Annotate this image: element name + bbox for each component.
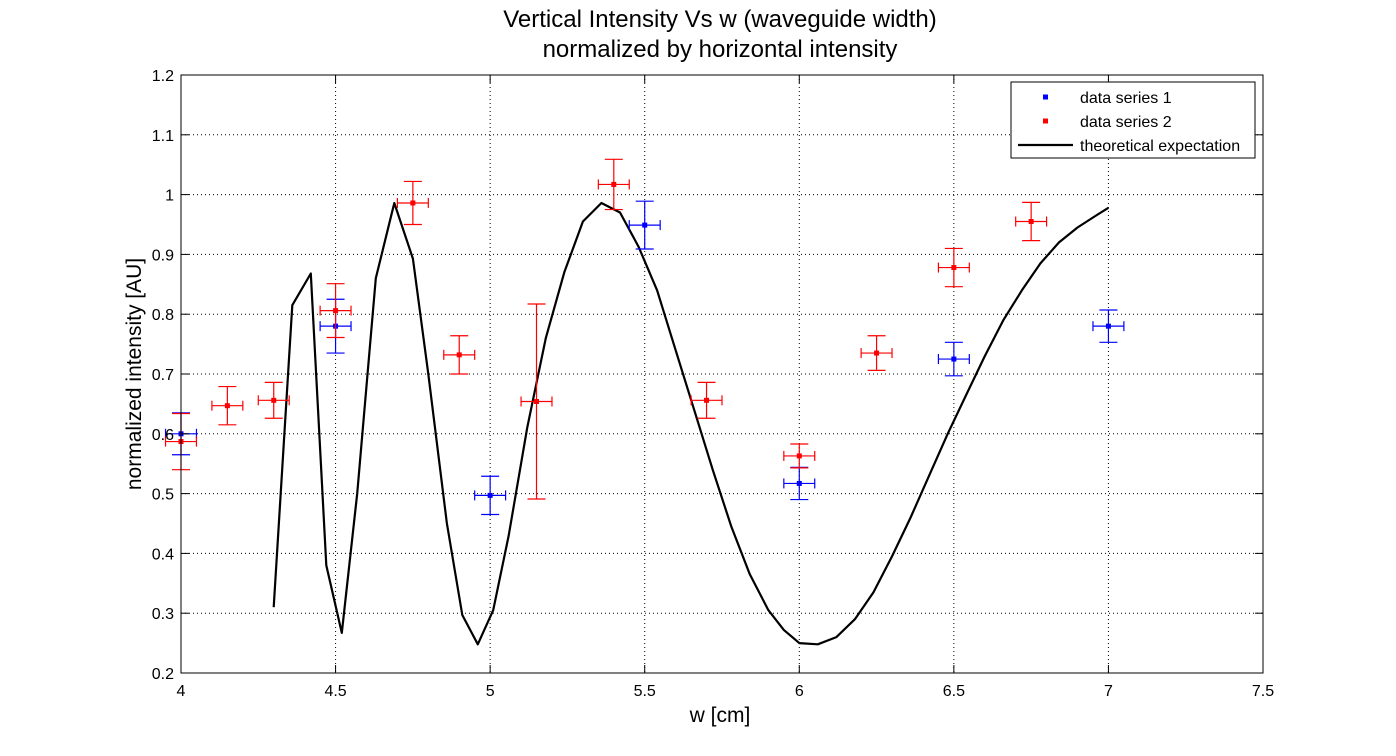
y-tick-label: 0.2: [152, 666, 174, 683]
grid: [181, 75, 1263, 673]
data-marker: [410, 200, 416, 206]
series-1-point: [1092, 309, 1125, 343]
series-2-point: [443, 335, 476, 375]
legend-label: theoretical expectation: [1080, 138, 1240, 155]
x-tick-label: 4: [177, 683, 186, 700]
theoretical-expectation-line: [272, 201, 1109, 646]
series-1-point: [628, 200, 661, 250]
series-1-point: [783, 466, 816, 501]
data-marker: [534, 399, 540, 405]
data-marker: [951, 356, 957, 362]
series-2-point: [937, 247, 970, 288]
legend-marker-swatch: [1043, 118, 1048, 124]
y-tick-label: 0.4: [152, 546, 174, 563]
data-marker: [1028, 219, 1034, 225]
data-marker: [951, 265, 957, 271]
x-tick-label: 5.5: [634, 683, 656, 700]
series-2-point: [783, 443, 816, 469]
series-2-point: [396, 180, 429, 226]
series-2-point: [520, 303, 553, 500]
y-tick-label: 0.5: [152, 487, 174, 504]
x-axis-label: w [cm]: [689, 704, 751, 727]
chart-title-line-1: Vertical Intensity Vs w (waveguide width…: [503, 6, 937, 33]
x-tick-label: 7: [1104, 683, 1113, 700]
legend: data series 1 data series 2 theoretical ex…: [1010, 81, 1256, 159]
data-marker: [796, 480, 802, 486]
theoretical-curve-layer: [272, 201, 1109, 646]
y-tick-label: 1: [165, 188, 174, 205]
x-tick-label: 7.5: [1252, 683, 1274, 700]
series-2-point: [597, 158, 630, 211]
legend-item: data series 2: [1043, 114, 1172, 131]
axes: [180, 74, 1264, 674]
data-points-layer: [164, 158, 1125, 516]
series-2-point: [1015, 201, 1048, 242]
legend-item: theoretical expectation: [1018, 138, 1240, 155]
data-marker: [456, 352, 462, 358]
series-2-point: [690, 381, 723, 419]
x-tick-label: 4.5: [324, 683, 346, 700]
data-marker: [874, 350, 880, 356]
tick-labels: 4 4.5 5 5.5 6 6.5 7 7.5 0.2 0.3 0.4 0.5 0.6 0.7 0.8 0.9…: [152, 68, 1274, 700]
y-tick-label: 0.7: [152, 367, 174, 384]
data-marker: [796, 453, 802, 459]
legend-item: data series 1: [1043, 90, 1172, 107]
series-2-point: [257, 381, 290, 419]
series-1-point: [474, 475, 507, 516]
series-2-point: [860, 335, 893, 372]
legend-marker-swatch: [1043, 94, 1048, 100]
chart-title-line-2: normalized by horizontal intensity: [543, 36, 898, 63]
data-marker: [224, 403, 230, 409]
legend-label: data series 2: [1080, 114, 1172, 131]
y-tick-label: 1.1: [152, 128, 174, 145]
data-marker: [704, 397, 710, 403]
y-tick-label: 0.8: [152, 307, 174, 324]
y-tick-label: 0.6: [152, 427, 174, 444]
y-tick-label: 1.2: [152, 68, 174, 85]
x-tick-label: 6: [795, 683, 804, 700]
y-tick-label: 0.9: [152, 247, 174, 264]
data-marker: [271, 397, 277, 403]
y-axis-label: normalized intensity [AU]: [123, 258, 146, 490]
data-marker: [611, 181, 617, 187]
data-marker: [487, 492, 493, 498]
legend-label: data series 1: [1080, 90, 1172, 107]
x-tick-label: 6.5: [943, 683, 965, 700]
y-tick-label: 0.3: [152, 606, 174, 623]
data-marker: [1105, 323, 1111, 329]
data-marker: [642, 222, 648, 228]
series-2-point: [319, 283, 352, 339]
data-marker: [333, 308, 339, 314]
series-1-point: [937, 341, 970, 377]
x-tick-label: 5: [486, 683, 495, 700]
series-2-point: [211, 385, 244, 426]
